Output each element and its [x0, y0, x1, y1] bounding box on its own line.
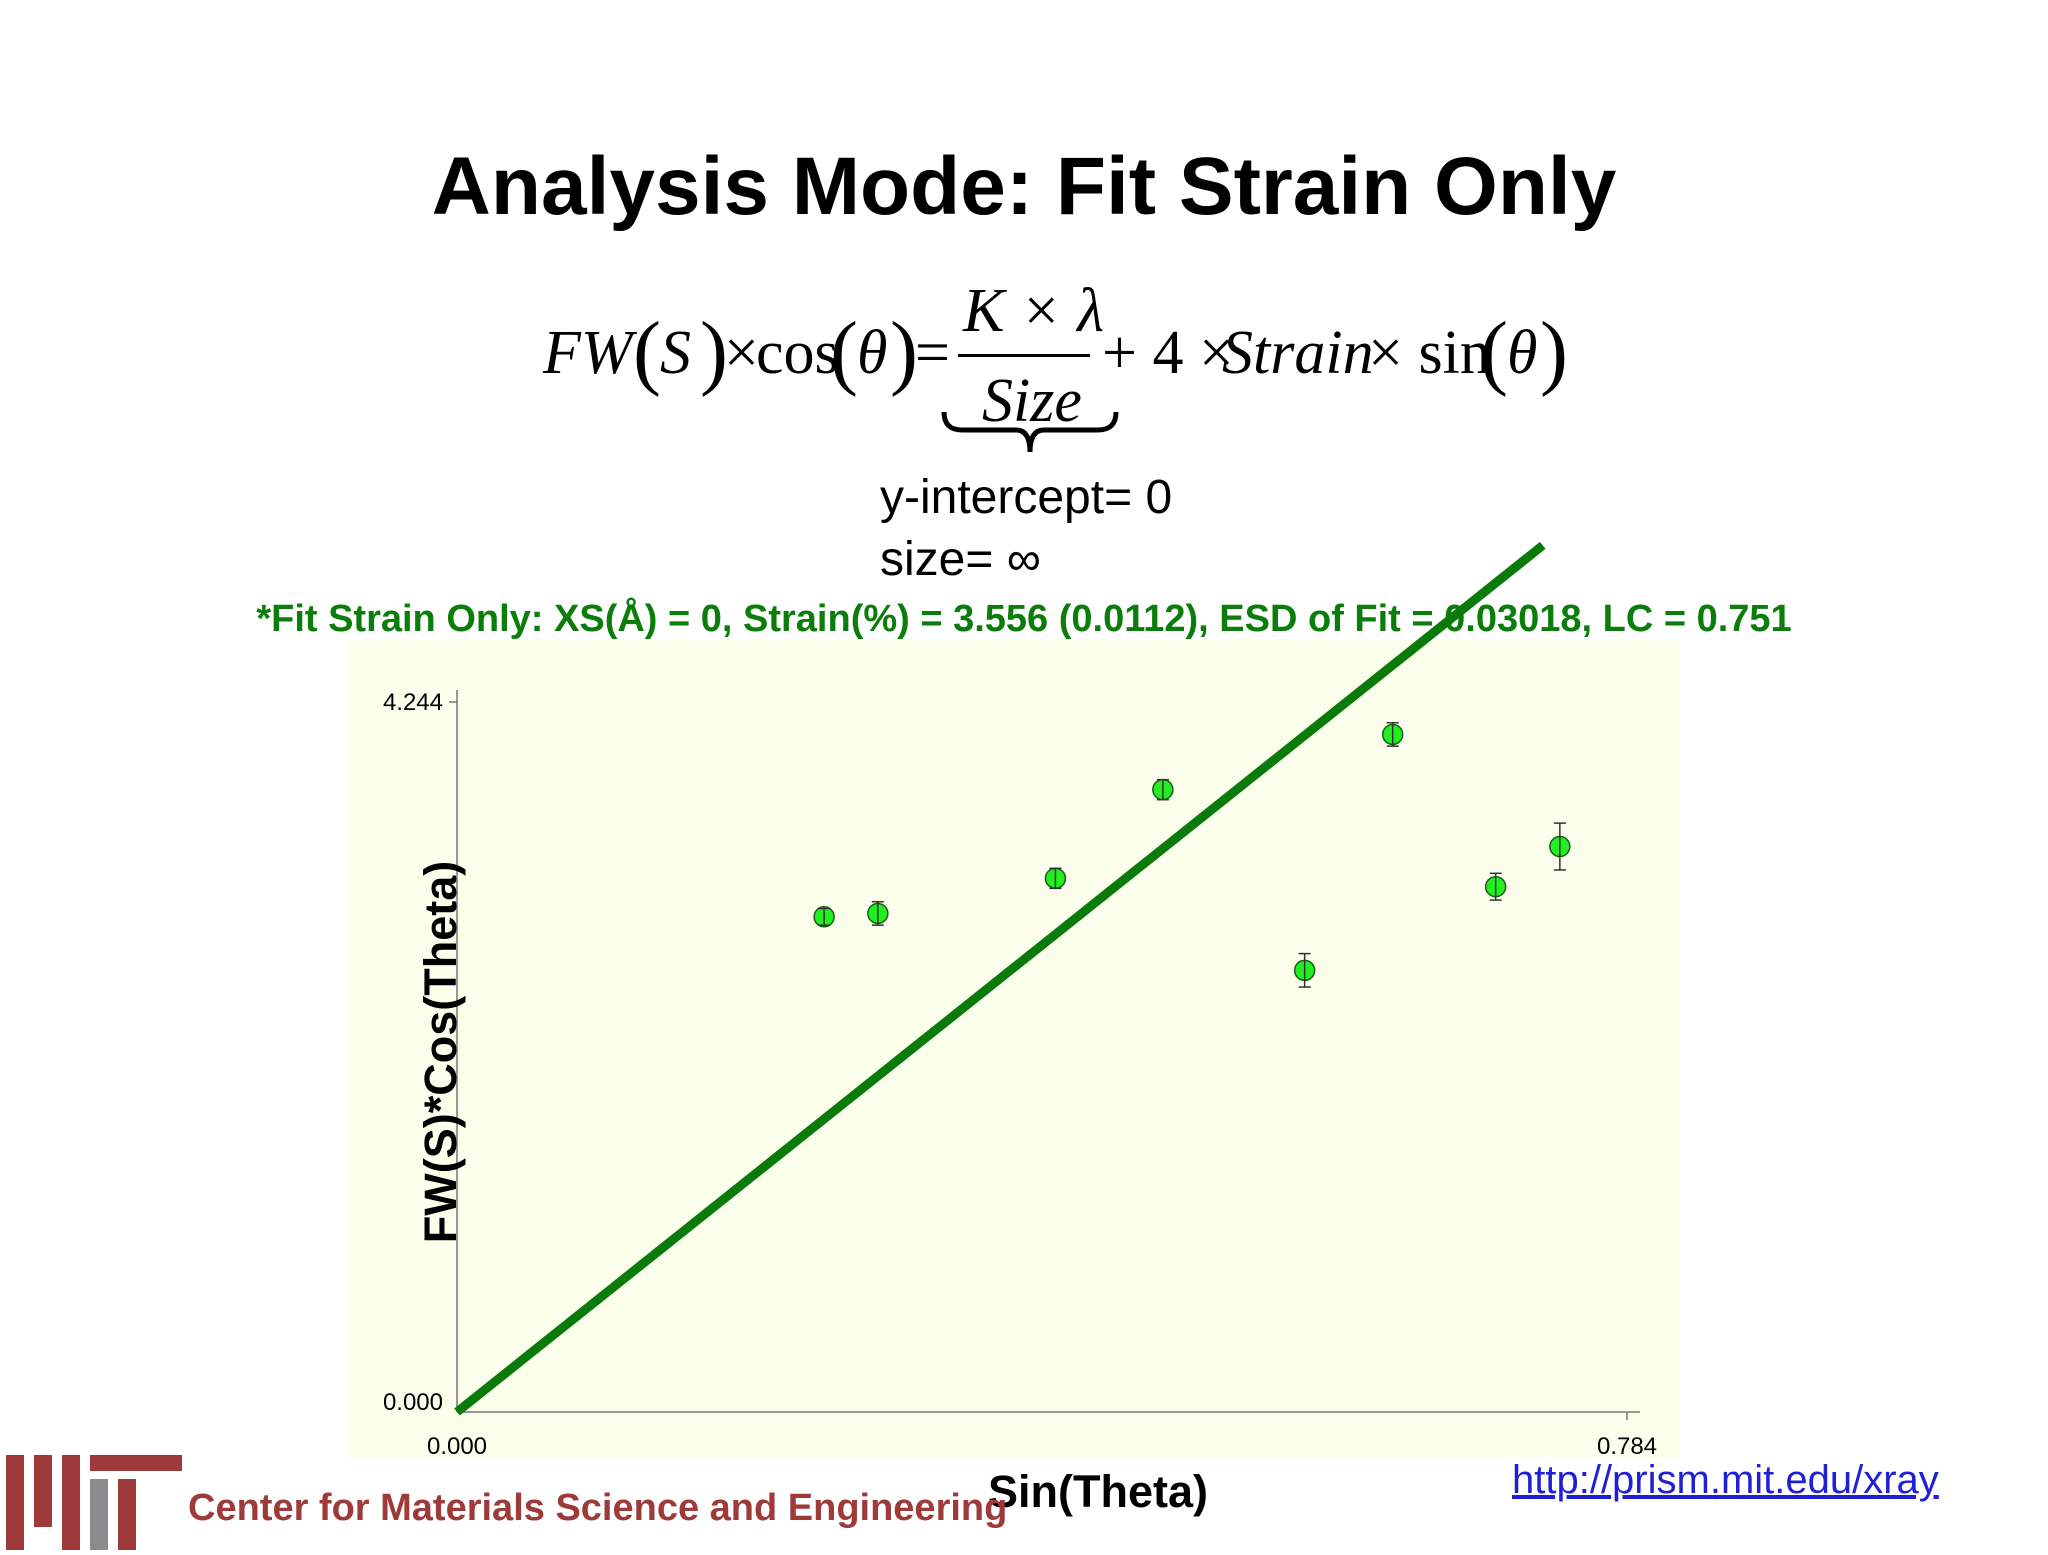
fit-summary: *Fit Strain Only: XS(Å) = 0, Strain(%) =…: [256, 598, 1792, 640]
eq-rparen-2: ): [890, 305, 918, 398]
eq-lparen-2: (: [830, 305, 858, 398]
x-tick-label: 0.784: [1597, 1433, 1657, 1460]
eq-theta-2: θ: [1507, 319, 1538, 387]
logo-bar-2: [34, 1455, 52, 1527]
eq-s: S: [660, 319, 691, 387]
footer-url-link[interactable]: http://prism.mit.edu/xray: [1512, 1458, 1939, 1502]
eq-plus-four: + 4 ×: [1102, 319, 1234, 387]
logo-bar-top: [90, 1455, 182, 1471]
eq-numerator: K × λ: [963, 277, 1105, 345]
eq-denominator: Size: [982, 367, 1082, 435]
footer-center-name: Center for Materials Science and Enginee…: [188, 1487, 1008, 1529]
underbrace: [941, 411, 1119, 453]
equation: FW ( S ) × cos ( θ ) = K × λ Size + 4 × …: [0, 270, 2048, 600]
eq-theta-1: θ: [857, 319, 888, 387]
eq-lparen-3: (: [1480, 305, 1508, 398]
slide-title: Analysis Mode: Fit Strain Only: [431, 141, 1617, 232]
fraction-bar: [958, 354, 1090, 357]
eq-lparen-1: (: [633, 305, 661, 398]
intercept-label: y-intercept= 0: [880, 471, 1173, 524]
y-tick-label: 4.244: [383, 689, 443, 716]
eq-rparen-1: ): [700, 305, 728, 398]
logo-bar-3: [62, 1455, 80, 1550]
eq-equals: =: [915, 319, 950, 387]
eq-cos: cos: [756, 319, 839, 387]
mit-logo: [6, 1455, 182, 1550]
eq-strain: Strain: [1222, 319, 1374, 387]
y-tick-label: 0.000: [383, 1389, 443, 1416]
y-axis-title: FW(S)*Cos(Theta): [415, 860, 466, 1244]
logo-bar-5: [118, 1479, 136, 1550]
eq-fw: FW: [543, 319, 633, 387]
size-label: size= ∞: [880, 533, 1041, 586]
logo-bar-1: [6, 1455, 24, 1550]
fit-line: [454, 541, 1546, 1416]
logo-bar-4: [90, 1479, 108, 1550]
eq-times-sin: × sin: [1368, 319, 1491, 387]
x-tick-label: 0.000: [427, 1433, 487, 1460]
x-axis-title: Sin(Theta): [988, 1466, 1208, 1517]
eq-rparen-3: ): [1540, 305, 1568, 398]
eq-times-1: ×: [724, 319, 759, 387]
